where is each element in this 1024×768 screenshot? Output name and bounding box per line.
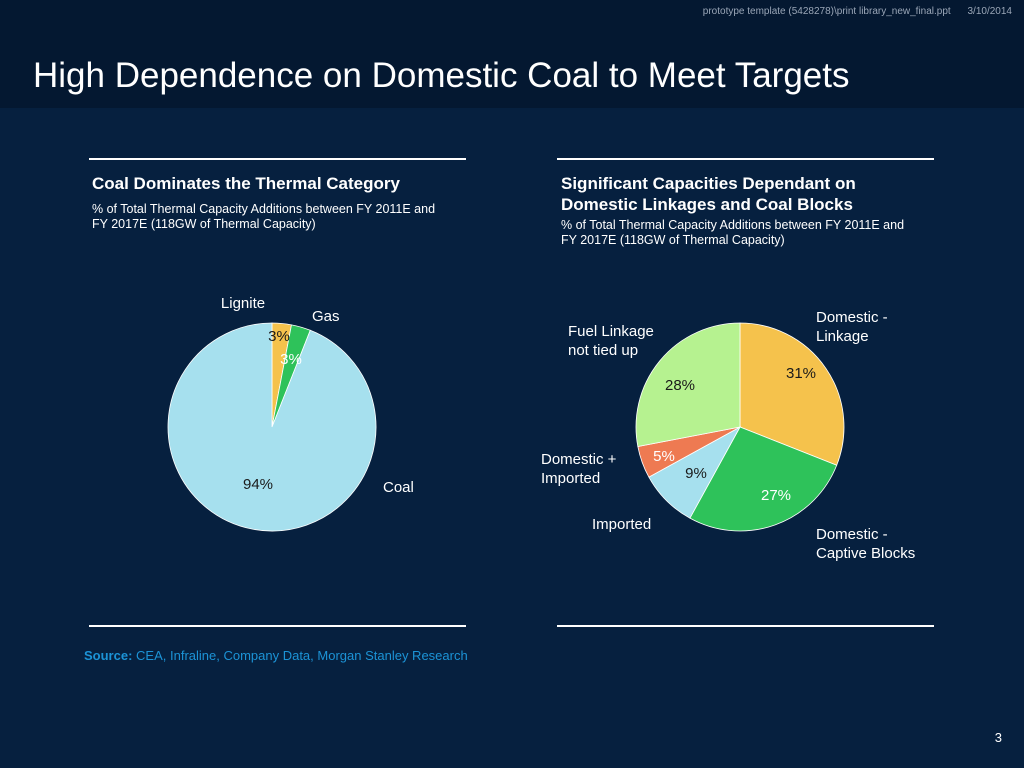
title-bar: prototype template (5428278)\print libra… xyxy=(0,0,1024,108)
category-label-domestic-linkage: Domestic -Linkage xyxy=(816,309,888,345)
left-subtitle-line2: FY 2017E (118GW of Thermal Capacity) xyxy=(92,217,316,231)
pie-chart-1: 3% 3% 94% Lignite Gas Coal xyxy=(167,295,414,532)
file-path: prototype template (5428278)\print libra… xyxy=(702,6,951,17)
pie-chart-2: 31% 27% 9% 5% 28% Domestic -Linkage Domestic -… xyxy=(541,309,915,562)
right-top-divider xyxy=(557,158,934,160)
category-label-domestic-captive-blocks: Domestic -Captive Blocks xyxy=(816,526,915,562)
right-title-line2: Domestic Linkages and Coal Blocks xyxy=(561,195,853,214)
pie-slice-coal xyxy=(167,322,377,532)
pie-slice-domestic-linkage xyxy=(739,322,845,466)
right-subtitle-line1: % of Total Thermal Capacity Additions be… xyxy=(561,218,905,232)
slide-date: 3/10/2014 xyxy=(967,6,1013,17)
right-panel-title: Significant Capacities Dependant on Dome… xyxy=(561,173,856,215)
value-label-domestic-captive-blocks: 27% xyxy=(761,487,791,504)
source-text: CEA, Infraline, Company Data, Morgan Sta… xyxy=(136,648,468,663)
page-number: 3 xyxy=(994,730,1002,745)
value-label-fuel-linkage-not-tied-up: 28% xyxy=(665,377,695,394)
category-label-fuel-linkage-not-tied-up: Fuel Linkage not tied up xyxy=(568,323,654,359)
right-title-line1: Significant Capacities Dependant on xyxy=(561,174,856,193)
pie-slice-domestic-captive-blocks xyxy=(689,426,838,532)
left-bottom-divider xyxy=(89,625,466,627)
left-top-divider xyxy=(89,158,466,160)
value-label-imported: 9% xyxy=(685,465,707,482)
value-label-gas: 3% xyxy=(280,351,302,368)
category-label-domestic-imported: Domestic + Imported xyxy=(541,451,617,487)
right-panel-subtitle: % of Total Thermal Capacity Additions be… xyxy=(561,218,904,248)
value-label-domestic-imported: 5% xyxy=(653,448,675,465)
page-title: High Dependence on Domestic Coal to Meet… xyxy=(33,56,850,95)
source-label: Source: xyxy=(84,648,133,663)
pie-slice-fuel-linkage-not-tied-up xyxy=(635,322,741,447)
source-note: Source: CEA, Infraline, Company Data, Mo… xyxy=(84,648,468,663)
category-label-gas: Gas xyxy=(312,308,340,325)
document-meta: prototype template (5428278)\print libra… xyxy=(703,6,1012,17)
left-subtitle-line1: % of Total Thermal Capacity Additions be… xyxy=(92,202,436,216)
value-label-lignite: 3% xyxy=(268,328,290,345)
left-panel-subtitle: % of Total Thermal Capacity Additions be… xyxy=(92,202,435,232)
category-label-imported: Imported xyxy=(592,516,651,533)
category-label-coal: Coal xyxy=(383,479,414,496)
right-subtitle-line2: FY 2017E (118GW of Thermal Capacity) xyxy=(561,233,785,247)
left-panel-title: Coal Dominates the Thermal Category xyxy=(92,174,400,193)
value-label-coal: 94% xyxy=(243,476,273,493)
category-label-lignite: Lignite xyxy=(221,295,265,312)
value-label-domestic-linkage: 31% xyxy=(786,365,816,382)
right-bottom-divider xyxy=(557,625,934,627)
